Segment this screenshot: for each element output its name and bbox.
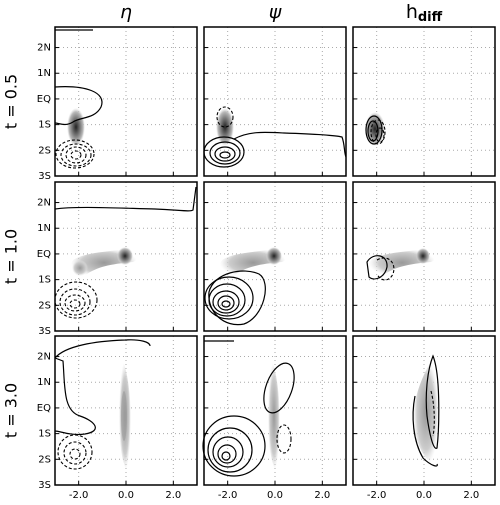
y-tick-label: 2S <box>38 300 51 311</box>
row-title: t = 3.0 <box>2 383 21 438</box>
y-tick-label: 1N <box>37 68 51 79</box>
x-tick-label: 2.0 <box>165 490 181 501</box>
panel-frame <box>54 335 198 486</box>
panel-shapes <box>54 29 103 169</box>
panel-frame <box>54 181 198 332</box>
panel-shapes <box>365 112 386 146</box>
x-tick-label: 0.0 <box>267 490 283 501</box>
panel-shapes <box>412 354 440 467</box>
y-tick-label: 2N <box>37 198 51 209</box>
x-tick-label: 2.0 <box>463 490 479 501</box>
panel-frame <box>203 335 347 486</box>
column-title: ψ <box>269 1 282 23</box>
y-tick-label: 2S <box>38 454 51 465</box>
panel-frame <box>352 181 496 332</box>
panel-shapes <box>202 340 295 477</box>
column-title: hdiff <box>406 1 443 25</box>
row-title: t = 0.5 <box>2 74 21 129</box>
y-tick-label: 3S <box>38 171 51 182</box>
y-tick-label: 1S <box>38 120 51 131</box>
panel-frame <box>54 26 198 177</box>
panel-frame <box>352 26 496 177</box>
title-subscript: diff <box>418 10 443 25</box>
y-tick-label: 1N <box>37 377 51 388</box>
panel <box>204 27 346 176</box>
panel <box>353 27 495 176</box>
panel-shapes <box>204 247 287 326</box>
y-tick-label: EQ <box>37 94 51 105</box>
panel-shapes <box>54 339 151 471</box>
title-text: η <box>120 1 132 23</box>
y-tick-label: 3S <box>38 480 51 491</box>
title-text: ψ <box>269 1 282 23</box>
panel <box>55 27 197 176</box>
x-tick-label: 0.0 <box>416 490 432 501</box>
y-tick-label: 1N <box>37 223 51 234</box>
y-tick-label: EQ <box>37 249 51 260</box>
x-tick-label: -2.0 <box>218 490 238 501</box>
y-tick-label: 1S <box>38 275 51 286</box>
title-text: h <box>406 1 418 23</box>
panel-shapes <box>54 186 197 319</box>
y-tick-label: 2S <box>38 145 51 156</box>
panel-frame <box>352 335 496 486</box>
x-tick-label: 2.0 <box>314 490 330 501</box>
panel-shapes <box>366 248 436 281</box>
column-title: η <box>120 1 132 23</box>
row-title: t = 1.0 <box>2 229 21 284</box>
y-tick-label: 2N <box>37 43 51 54</box>
y-tick-label: 2N <box>37 352 51 363</box>
panel-frame <box>203 181 347 332</box>
x-tick-label: 0.0 <box>118 490 134 501</box>
x-tick-label: -2.0 <box>367 490 387 501</box>
y-tick-label: 1S <box>38 429 51 440</box>
x-tick-label: -2.0 <box>69 490 89 501</box>
y-tick-label: 3S <box>38 326 51 337</box>
y-tick-label: EQ <box>37 403 51 414</box>
panel-frame <box>203 26 347 177</box>
